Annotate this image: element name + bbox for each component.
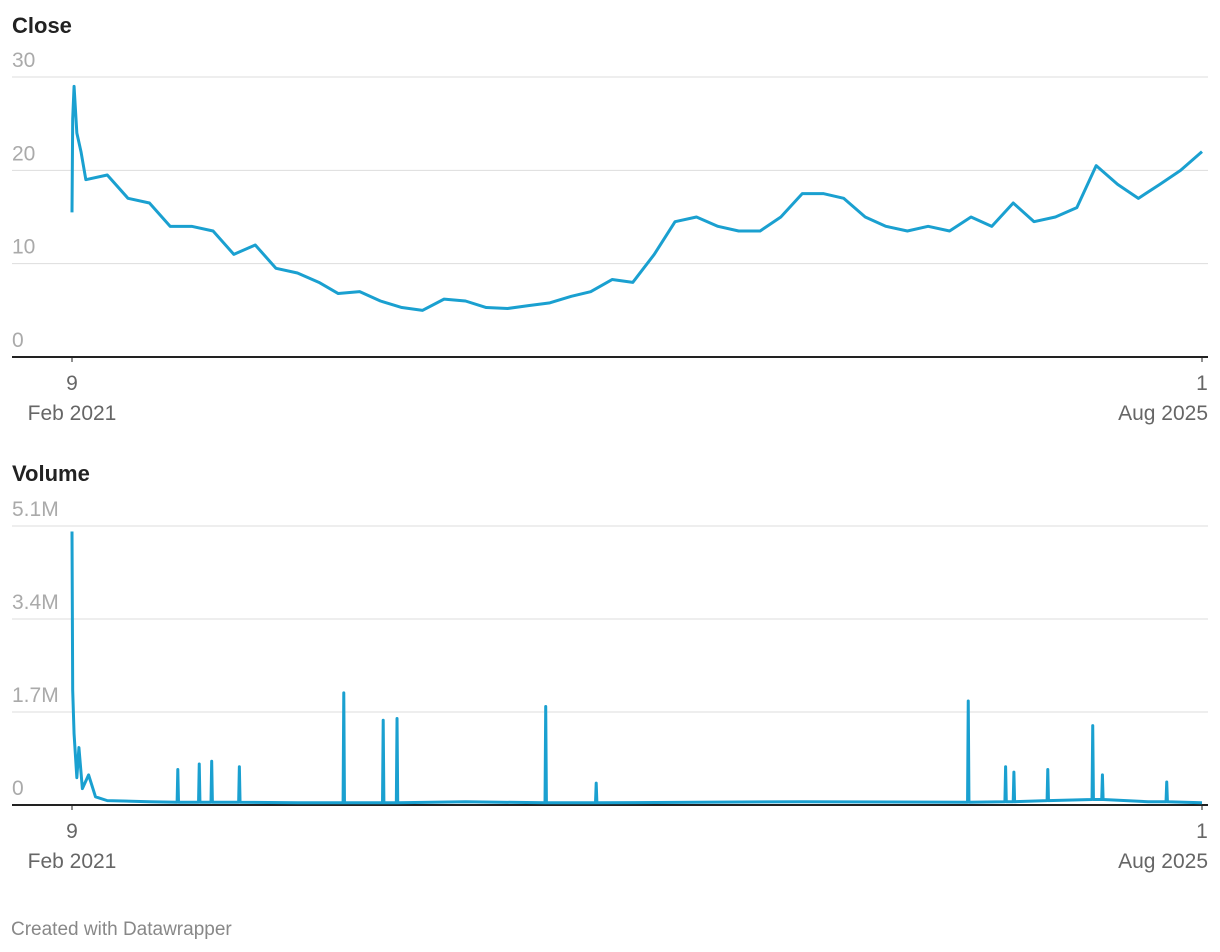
x-tick-label: Feb 2021 <box>28 402 117 425</box>
x-tick-label: Feb 2021 <box>28 850 117 873</box>
x-tick-label: Aug 2025 <box>1118 850 1208 873</box>
x-tick-label: 9 <box>66 820 78 843</box>
y-tick-label: 3.4M <box>12 591 59 614</box>
y-tick-label: 30 <box>12 49 35 72</box>
y-tick-label: 20 <box>12 142 35 165</box>
line <box>70 84 1203 312</box>
x-tick-label: 1 <box>1196 820 1208 843</box>
y-tick-label: 10 <box>12 236 35 259</box>
chart-title: Close <box>12 13 72 38</box>
y-tick-label: 0 <box>12 329 24 352</box>
x-tick-label: 9 <box>66 372 78 395</box>
x-tick-label: Aug 2025 <box>1118 402 1208 425</box>
y-tick-label: 5.1M <box>12 498 59 521</box>
y-tick-label: 0 <box>12 777 24 800</box>
x-tick-label: 1 <box>1196 372 1208 395</box>
chart-title: Volume <box>12 461 90 486</box>
credit: Created with Datawrapper <box>11 919 232 940</box>
y-tick-label: 1.7M <box>12 684 59 707</box>
line <box>70 531 1203 805</box>
